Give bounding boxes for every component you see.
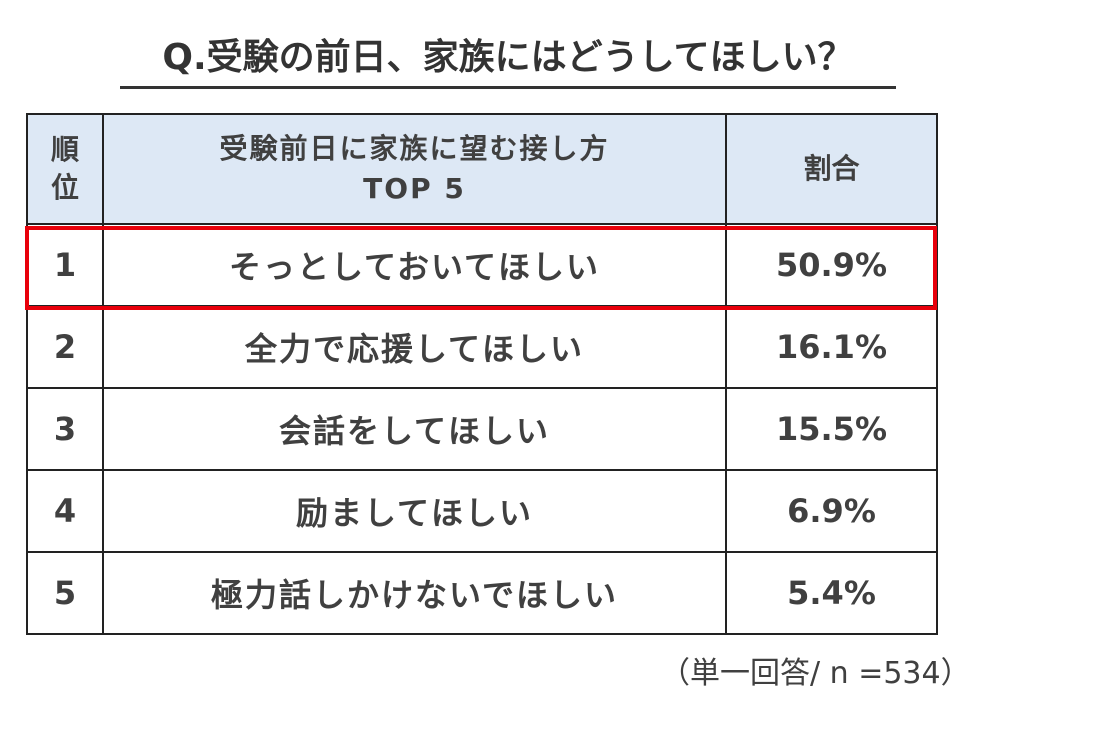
share-cell: 15.5% bbox=[725, 387, 938, 471]
chart-title: Q.受験の前日、家族にはどうしてほしい？ bbox=[120, 34, 896, 89]
share-cell: 6.9% bbox=[725, 469, 938, 553]
item-cell: 励ましてほしい bbox=[102, 469, 727, 553]
share-cell: 50.9% bbox=[725, 223, 938, 307]
header-item: 受験前日に家族に望む接し方 TOP 5 bbox=[102, 113, 727, 225]
rank-cell: 2 bbox=[26, 305, 104, 389]
header-rank-label: 順位 bbox=[50, 132, 79, 204]
table-row: 2 全力で応援してほしい 16.1% bbox=[26, 305, 938, 389]
item-cell: そっとしておいてほしい bbox=[102, 223, 727, 307]
rank-cell: 3 bbox=[26, 387, 104, 471]
ranking-table: 順位 受験前日に家族に望む接し方 TOP 5 割合 1 そっとしておいてほしい 50.… bbox=[26, 113, 938, 635]
table-row: 1 そっとしておいてほしい 50.9% bbox=[26, 223, 938, 307]
table-row: 5 極力話しかけないでほしい 5.4% bbox=[26, 551, 938, 635]
table-row: 3 会話をしてほしい 15.5% bbox=[26, 387, 938, 471]
header-share: 割合 bbox=[725, 113, 938, 225]
header-item-line2: TOP 5 bbox=[363, 172, 466, 205]
table-row: 4 励ましてほしい 6.9% bbox=[26, 469, 938, 553]
share-cell: 16.1% bbox=[725, 305, 938, 389]
header-rank: 順位 bbox=[26, 113, 104, 225]
item-cell: 会話をしてほしい bbox=[102, 387, 727, 471]
sample-note: （単一回答/ n =534） bbox=[660, 656, 971, 691]
rank-cell: 1 bbox=[26, 223, 104, 307]
header-item-line1: 受験前日に家族に望む接し方 bbox=[219, 132, 610, 165]
table-header-row: 順位 受験前日に家族に望む接し方 TOP 5 割合 bbox=[26, 113, 938, 225]
item-cell: 全力で応援してほしい bbox=[102, 305, 727, 389]
share-cell: 5.4% bbox=[725, 551, 938, 635]
item-cell: 極力話しかけないでほしい bbox=[102, 551, 727, 635]
rank-cell: 4 bbox=[26, 469, 104, 553]
rank-cell: 5 bbox=[26, 551, 104, 635]
